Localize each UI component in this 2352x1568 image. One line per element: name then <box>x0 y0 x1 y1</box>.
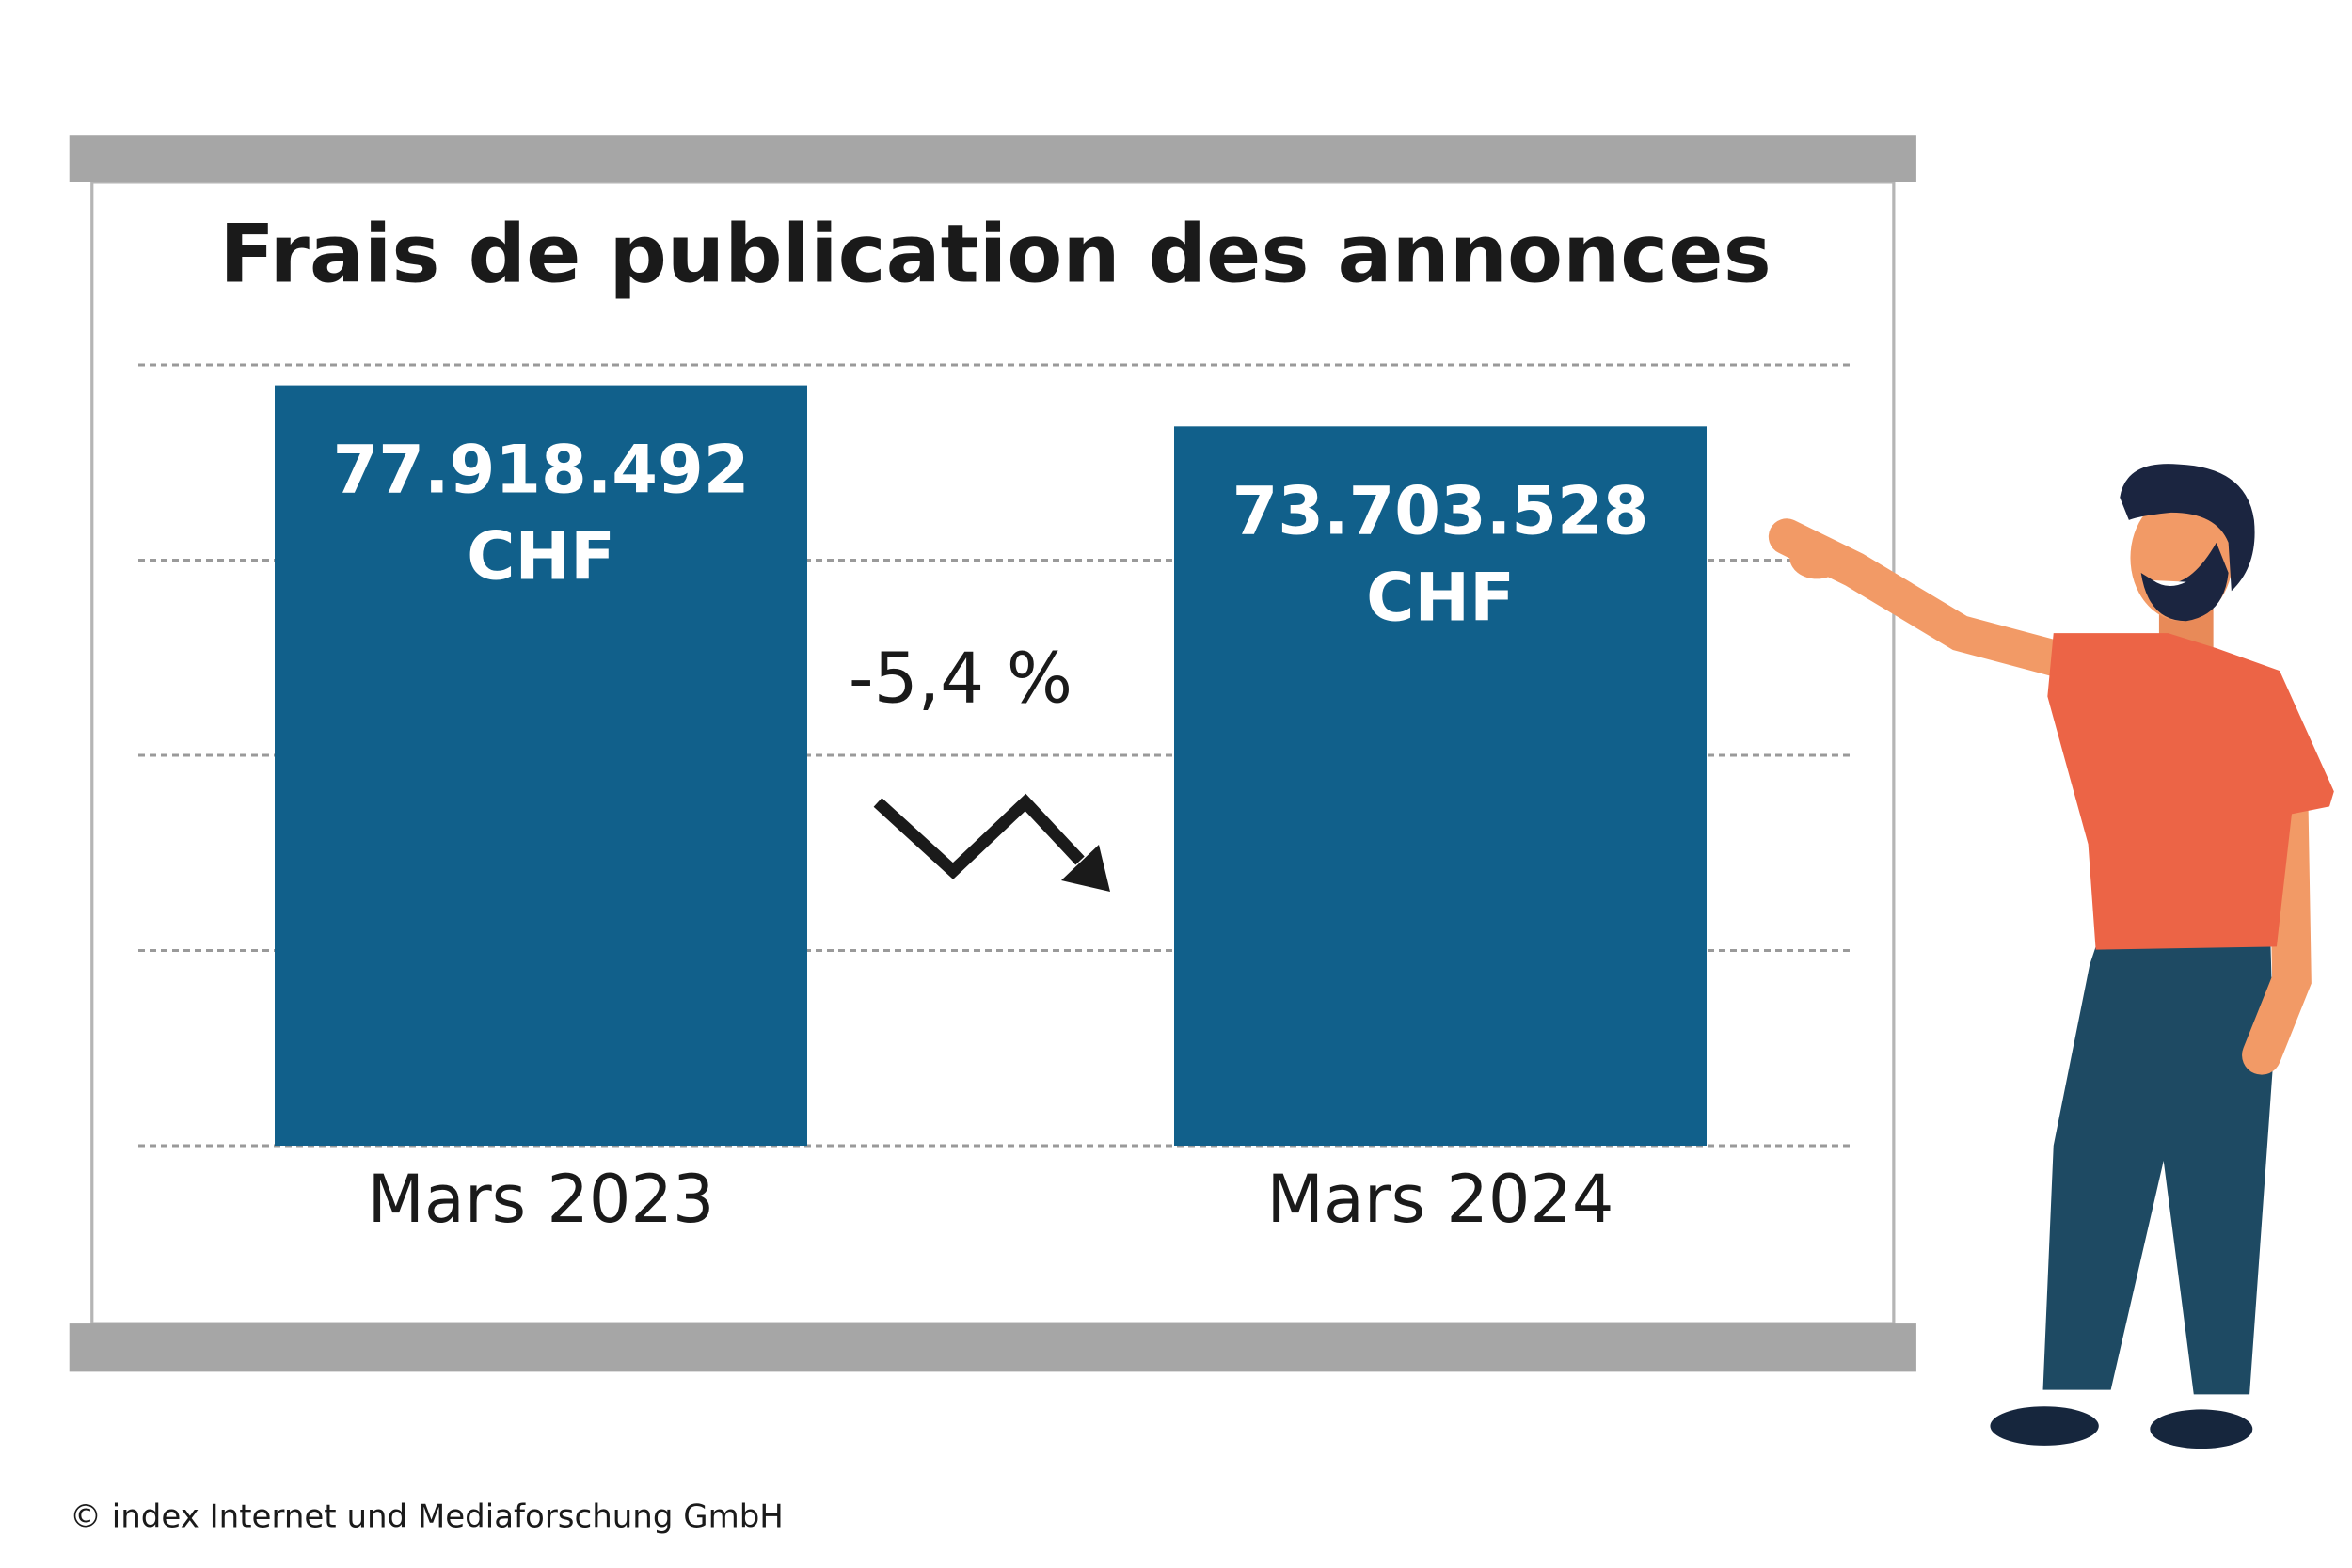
smile <box>2153 580 2186 587</box>
shoe <box>2150 1409 2253 1449</box>
value-label-line: 77.918.492 <box>333 432 750 509</box>
hand <box>1789 536 1844 579</box>
value-label-line: 73.703.528 <box>1232 472 1649 549</box>
value-label: 77.918.492 CHF <box>333 432 750 595</box>
chart-title: Frais de publication des annonces <box>219 207 1772 301</box>
x-tick-label: Mars 2024 <box>1267 1161 1614 1238</box>
pants <box>2042 946 2274 1395</box>
person-illustration <box>1768 464 2334 1449</box>
board-top-rail <box>69 135 1916 182</box>
arrow-head <box>1061 845 1110 892</box>
value-label: 73.703.528 CHF <box>1232 472 1649 636</box>
source-note: © index Internet und Mediaforschung GmbH <box>70 1498 784 1536</box>
shoe <box>1990 1406 2099 1446</box>
x-tick-label: Mars 2023 <box>368 1161 715 1238</box>
trend-arrow <box>873 793 1110 892</box>
bar <box>1174 426 1707 1146</box>
value-label-line: CHF <box>1366 559 1515 636</box>
arrow-line <box>873 793 1085 879</box>
value-label-line: CHF <box>467 518 615 595</box>
hair <box>2120 464 2255 592</box>
shirt <box>2047 633 2334 950</box>
board-bottom-rail <box>69 1323 1916 1372</box>
annotation: -5,4 % <box>849 639 1073 720</box>
bar <box>275 385 807 1146</box>
arm <box>2242 786 2312 1075</box>
